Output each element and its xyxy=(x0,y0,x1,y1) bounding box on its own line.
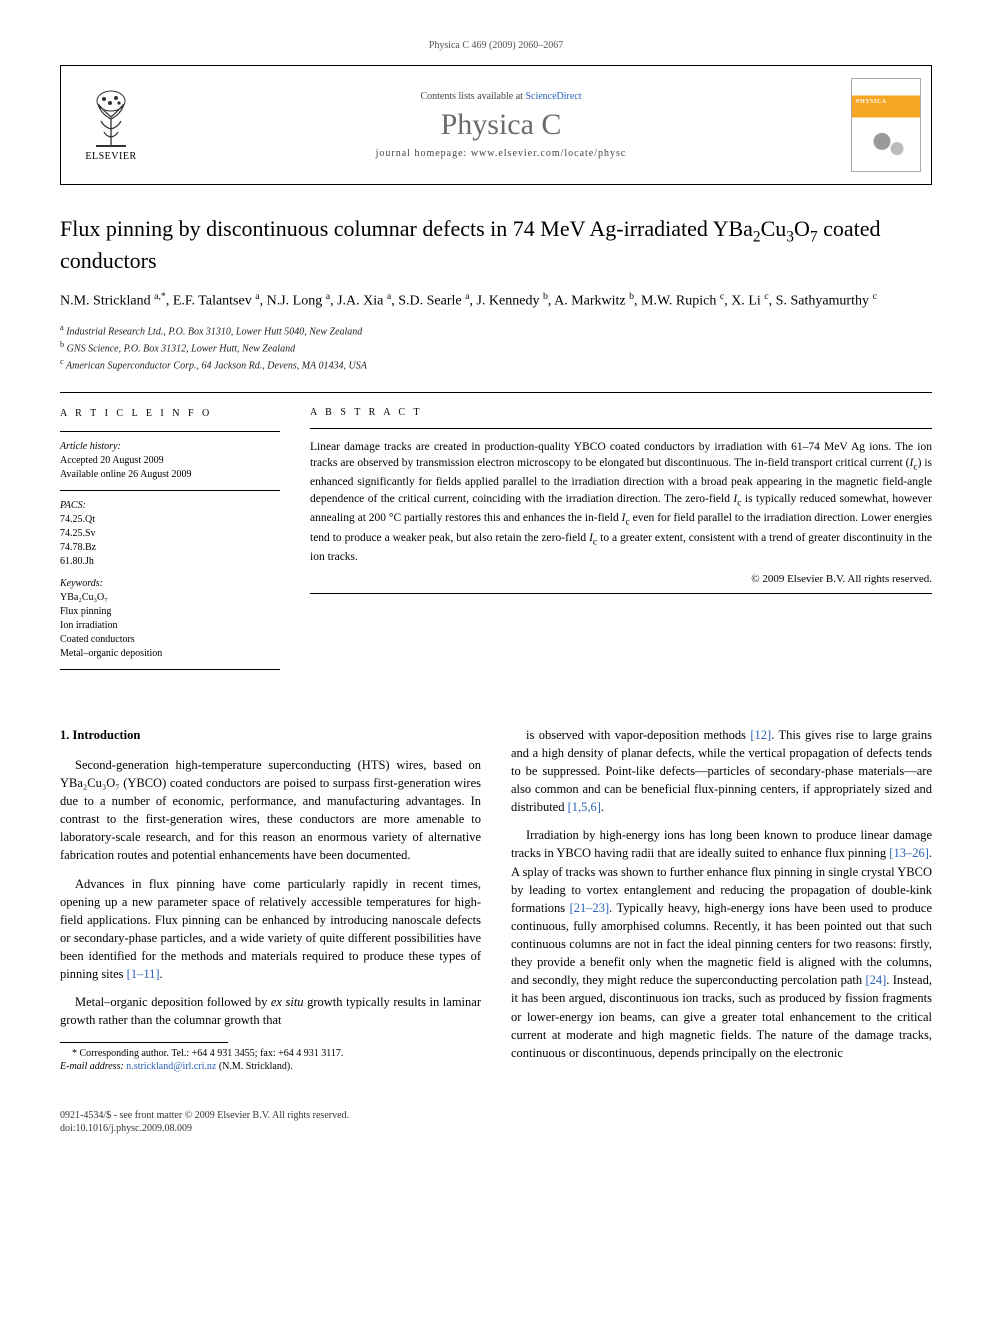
body-paragraph: Metal–organic deposition followed by ex … xyxy=(60,993,481,1029)
elsevier-tree-icon xyxy=(86,89,136,149)
abstract-copyright: © 2009 Elsevier B.V. All rights reserved… xyxy=(310,573,932,585)
body-paragraph: Advances in flux pinning have come parti… xyxy=(60,875,481,984)
corresponding-email-link[interactable]: n.strickland@irl.cri.nz xyxy=(126,1061,216,1072)
body-paragraph: is observed with vapor-deposition method… xyxy=(511,726,932,817)
affiliation-b: b GNS Science, P.O. Box 31312, Lower Hut… xyxy=(60,339,932,356)
journal-masthead: ELSEVIER Contents lists available at Sci… xyxy=(60,65,932,185)
affiliations: a Industrial Research Ltd., P.O. Box 313… xyxy=(60,322,932,374)
contents-available-line: Contents lists available at ScienceDirec… xyxy=(420,91,581,102)
authors-line: N.M. Strickland a,*, E.F. Talantsev a, N… xyxy=(60,290,932,312)
abstract-text: Linear damage tracks are created in prod… xyxy=(310,439,932,566)
page-footer: 0921-4534/$ - see front matter © 2009 El… xyxy=(60,1109,932,1135)
abstract-column: A B S T R A C T Linear damage tracks are… xyxy=(310,393,932,678)
journal-homepage: journal homepage: www.elsevier.com/locat… xyxy=(376,148,627,159)
article-history: Article history: Accepted 20 August 2009… xyxy=(60,440,280,482)
corresponding-author-footnote: * Corresponding author. Tel.: +64 4 931 … xyxy=(60,1047,481,1073)
info-abstract-row: A R T I C L E I N F O Article history: A… xyxy=(60,392,932,678)
article-title: Flux pinning by discontinuous columnar d… xyxy=(60,215,932,276)
title-block: Flux pinning by discontinuous columnar d… xyxy=(60,215,932,374)
affiliation-a: a Industrial Research Ltd., P.O. Box 313… xyxy=(60,322,932,339)
elsevier-label: ELSEVIER xyxy=(85,151,136,162)
article-info-column: A R T I C L E I N F O Article history: A… xyxy=(60,392,280,678)
body-paragraph: Irradiation by high-energy ions has long… xyxy=(511,826,932,1062)
journal-name: Physica C xyxy=(441,108,562,142)
section-1-heading: 1. Introduction xyxy=(60,726,481,744)
abstract-heading: A B S T R A C T xyxy=(310,407,932,418)
article-info-heading: A R T I C L E I N F O xyxy=(60,407,280,421)
body-two-column: 1. Introduction Second-generation high-t… xyxy=(60,726,932,1083)
elsevier-logo-block: ELSEVIER xyxy=(61,66,161,184)
running-head: Physica C 469 (2009) 2060–2067 xyxy=(60,40,932,51)
body-paragraph: Second-generation high-temperature super… xyxy=(60,756,481,865)
footnote-rule xyxy=(60,1042,228,1043)
masthead-center: Contents lists available at ScienceDirec… xyxy=(161,66,841,184)
pacs-block: PACS: 74.25.Qt 74.25.Sv 74.78.Bz 61.80.J… xyxy=(60,499,280,569)
sciencedirect-link[interactable]: ScienceDirect xyxy=(525,91,581,102)
keywords-block: Keywords: YBa₂Cu₃O₇ Flux pinning Ion irr… xyxy=(60,577,280,661)
masthead-cover: PHYSICA xyxy=(841,66,931,184)
journal-cover-thumbnail: PHYSICA xyxy=(851,78,921,172)
affiliation-c: c American Superconductor Corp., 64 Jack… xyxy=(60,356,932,373)
